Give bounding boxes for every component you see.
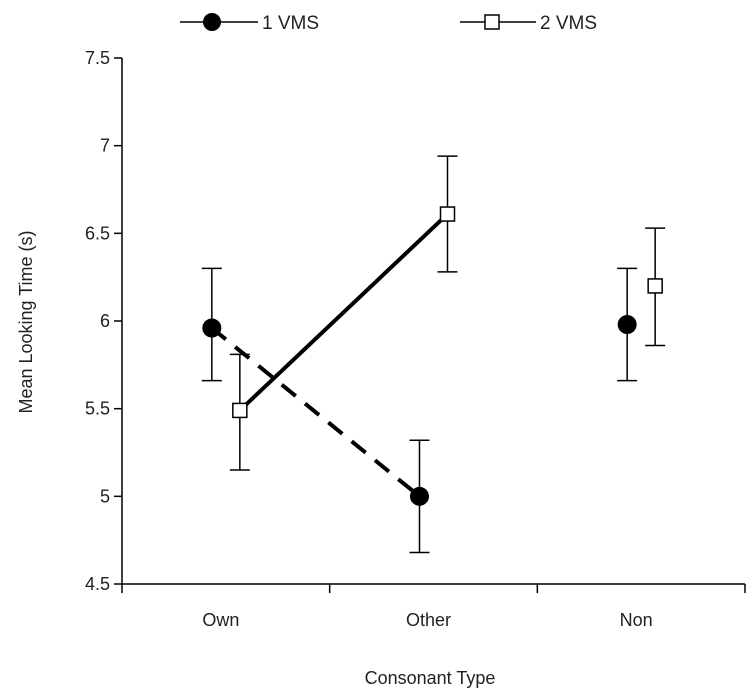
legend-marker-1-vms	[203, 13, 221, 31]
y-tick-label: 5.5	[85, 399, 110, 419]
point-1-vms	[617, 315, 637, 335]
error-bars	[201, 155, 666, 554]
x-ticks: Own Other Non	[121, 584, 746, 630]
series-line-2-vms	[238, 212, 449, 412]
x-tick-label: Other	[406, 610, 451, 630]
legend-marker-2-vms	[484, 14, 500, 30]
series-lines	[210, 212, 449, 498]
legend-label-1-vms: 1 VMS	[262, 13, 319, 34]
legend: 1 VMS 2 VMS	[180, 13, 597, 34]
y-tick-label: 6	[100, 311, 110, 331]
y-axis-label: Mean Looking Time (s)	[16, 230, 36, 413]
y-tick-label: 4.5	[85, 574, 110, 594]
point-2-vms	[232, 402, 248, 419]
y-tick-label: 6.5	[85, 223, 110, 243]
point-2-vms	[647, 278, 663, 294]
x-tick-label: Own	[202, 610, 239, 630]
y-ticks: 4.5 5 5.5 6 6.5 7 7.5	[85, 48, 122, 594]
y-tick-label: 7	[100, 136, 110, 156]
y-tick-label: 7.5	[85, 48, 110, 68]
point-1-vms	[202, 318, 222, 338]
point-1-vms	[410, 486, 429, 506]
markers	[202, 206, 663, 506]
legend-label-2-vms: 2 VMS	[540, 13, 597, 34]
x-tick-label: Non	[620, 610, 653, 630]
series-line-1-vms	[210, 326, 421, 498]
x-axis-label: Consonant Type	[365, 668, 496, 688]
y-tick-label: 5	[100, 486, 110, 506]
point-2-vms	[439, 206, 456, 222]
